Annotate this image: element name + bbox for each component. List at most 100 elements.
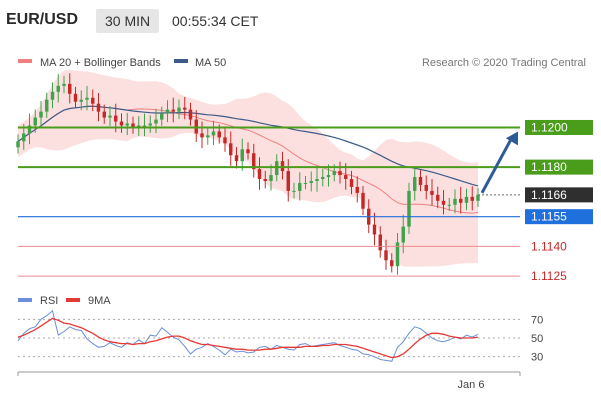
candle bbox=[79, 90, 83, 111]
candle bbox=[200, 121, 204, 149]
candle bbox=[257, 157, 262, 190]
rsi-ma-line bbox=[17, 317, 479, 359]
rsi-legend-swatch bbox=[18, 298, 32, 302]
candle bbox=[459, 186, 463, 214]
candle bbox=[39, 100, 43, 128]
candle bbox=[229, 131, 233, 166]
candle bbox=[418, 170, 423, 192]
candle bbox=[453, 189, 457, 214]
level-label: 1.1155 bbox=[531, 210, 567, 224]
x-tick-label-jan6: Jan 6 bbox=[458, 379, 485, 391]
candle bbox=[384, 239, 388, 270]
candle bbox=[108, 106, 112, 127]
candle bbox=[16, 134, 20, 154]
level-label: 1.1200 bbox=[531, 120, 568, 134]
candle bbox=[50, 82, 55, 109]
projection-arrow-head bbox=[505, 131, 518, 146]
candle bbox=[447, 197, 451, 212]
candle bbox=[125, 112, 129, 136]
level-label: 1.1140 bbox=[531, 239, 567, 253]
ma50-legend-label: MA 50 bbox=[195, 57, 226, 69]
candle bbox=[315, 167, 319, 192]
candle bbox=[349, 170, 354, 195]
level-label: 1.1125 bbox=[531, 269, 567, 283]
candle bbox=[395, 233, 400, 275]
candle bbox=[476, 187, 480, 208]
time-stamp: 00:55:34 CET bbox=[172, 13, 259, 29]
candle bbox=[464, 188, 469, 211]
candle bbox=[430, 179, 434, 206]
level-label-box bbox=[525, 209, 593, 225]
candle bbox=[56, 73, 60, 103]
candle bbox=[413, 166, 417, 201]
candle bbox=[73, 86, 78, 108]
candle bbox=[424, 175, 428, 200]
credit-text: Research © 2020 Trading Central bbox=[422, 57, 586, 69]
ma20-legend-swatch bbox=[18, 59, 32, 63]
candle bbox=[171, 97, 175, 123]
candle bbox=[407, 182, 411, 234]
candle bbox=[85, 85, 89, 111]
ma50-line bbox=[17, 105, 479, 187]
candle bbox=[390, 253, 394, 273]
candle bbox=[240, 138, 244, 171]
candle bbox=[102, 104, 106, 124]
candle bbox=[119, 113, 124, 133]
candle bbox=[96, 93, 101, 122]
candle bbox=[321, 168, 325, 187]
candle bbox=[45, 92, 49, 118]
candle bbox=[378, 226, 382, 258]
rsi-line bbox=[17, 310, 479, 362]
candle bbox=[269, 164, 273, 191]
candle bbox=[142, 113, 147, 137]
ma9-legend-label: 9MA bbox=[88, 295, 111, 307]
candle bbox=[338, 161, 342, 184]
candle bbox=[165, 100, 170, 123]
rsi-tick-label: 50 bbox=[531, 333, 543, 345]
level-label-box bbox=[525, 119, 593, 135]
ma50-legend-swatch bbox=[174, 59, 188, 63]
timeframe-button[interactable]: 30 MIN bbox=[96, 9, 160, 33]
price-plot bbox=[16, 69, 480, 275]
candle bbox=[355, 176, 359, 203]
candle bbox=[298, 172, 302, 201]
candle bbox=[441, 190, 446, 215]
level-label: 1.1180 bbox=[531, 160, 567, 174]
ma20-legend-label: MA 20 + Bollinger Bands bbox=[40, 57, 161, 69]
level-label-box bbox=[525, 187, 593, 203]
candle bbox=[131, 116, 135, 134]
candle bbox=[470, 186, 474, 211]
candle bbox=[148, 115, 152, 133]
candle bbox=[309, 171, 313, 192]
level-lines: 1.1200 1.1180 1.1166 1.1155 1.1140 1.1125 bbox=[18, 119, 593, 283]
candle bbox=[177, 99, 181, 119]
rsi-tick-label: 70 bbox=[531, 314, 543, 326]
candle bbox=[292, 182, 296, 199]
candle bbox=[154, 108, 158, 134]
level-label: 1.1166 bbox=[531, 188, 567, 202]
candle bbox=[223, 127, 227, 152]
candle bbox=[246, 142, 250, 160]
candle bbox=[33, 109, 37, 133]
rsi-tick-label: 30 bbox=[531, 352, 543, 364]
projection-arrow-shaft bbox=[480, 136, 514, 194]
candle bbox=[211, 120, 216, 145]
candle bbox=[183, 97, 187, 120]
candle bbox=[91, 89, 95, 112]
candle bbox=[372, 212, 377, 246]
rsi-plot: 70 50 30 bbox=[17, 310, 543, 364]
level-label-box bbox=[525, 159, 593, 175]
candle bbox=[62, 75, 66, 94]
candle bbox=[160, 106, 164, 126]
rsi-legend-label: RSI bbox=[40, 295, 58, 307]
candle bbox=[68, 73, 72, 104]
candle bbox=[206, 127, 210, 145]
candle bbox=[188, 102, 193, 126]
candle bbox=[436, 186, 440, 209]
candle bbox=[303, 176, 308, 190]
symbol-title: EUR/USD bbox=[6, 11, 79, 28]
ma9-legend-swatch bbox=[66, 298, 80, 302]
candle bbox=[252, 143, 256, 178]
